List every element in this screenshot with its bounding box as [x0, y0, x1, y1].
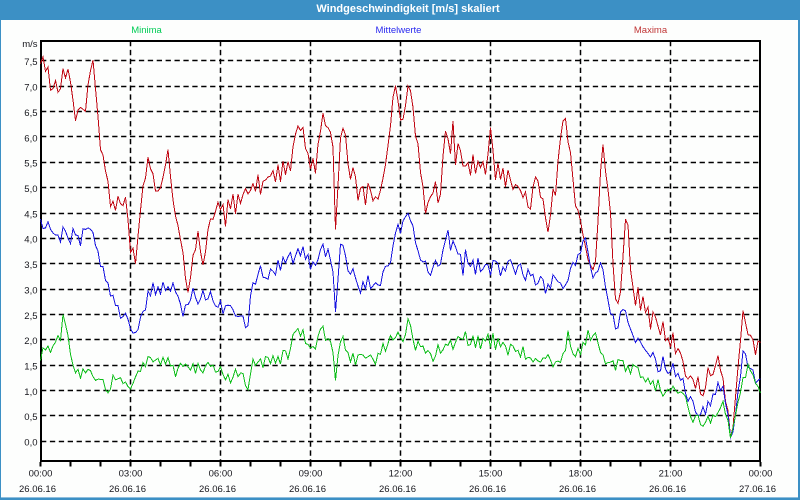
svg-text:4,0: 4,0: [24, 235, 37, 246]
svg-text:21:00: 21:00: [659, 469, 683, 480]
svg-text:26.06.16: 26.06.16: [289, 484, 326, 495]
svg-text:7,5: 7,5: [24, 57, 37, 68]
svg-text:3,5: 3,5: [24, 260, 37, 271]
svg-text:1,0: 1,0: [24, 387, 37, 398]
svg-text:26.06.16: 26.06.16: [199, 484, 236, 495]
svg-text:26.06.16: 26.06.16: [379, 484, 416, 495]
svg-text:6,5: 6,5: [24, 108, 37, 119]
svg-text:26.06.16: 26.06.16: [19, 484, 56, 495]
svg-text:4,5: 4,5: [24, 209, 37, 220]
svg-text:7,0: 7,0: [24, 83, 37, 94]
svg-text:2,0: 2,0: [24, 336, 37, 347]
svg-text:27.06.16: 27.06.16: [739, 484, 776, 495]
svg-text:15:00: 15:00: [479, 469, 503, 480]
svg-text:6,0: 6,0: [24, 133, 37, 144]
svg-text:2,5: 2,5: [24, 311, 37, 322]
svg-text:0,0: 0,0: [24, 438, 37, 449]
svg-text:3,0: 3,0: [24, 285, 37, 296]
svg-text:1,5: 1,5: [24, 362, 37, 373]
svg-text:m/s: m/s: [22, 39, 38, 50]
svg-text:00:00: 00:00: [749, 469, 773, 480]
svg-text:0,5: 0,5: [24, 412, 37, 423]
svg-text:06:00: 06:00: [209, 469, 233, 480]
svg-text:00:00: 00:00: [29, 469, 53, 480]
svg-text:26.06.16: 26.06.16: [649, 484, 686, 495]
svg-text:03:00: 03:00: [119, 469, 143, 480]
svg-text:12:00: 12:00: [389, 469, 413, 480]
svg-text:5,5: 5,5: [24, 159, 37, 170]
svg-text:18:00: 18:00: [569, 469, 593, 480]
svg-text:26.06.16: 26.06.16: [109, 484, 146, 495]
svg-text:5,0: 5,0: [24, 184, 37, 195]
svg-text:26.06.16: 26.06.16: [469, 484, 506, 495]
svg-text:26.06.16: 26.06.16: [559, 484, 596, 495]
svg-text:09:00: 09:00: [299, 469, 323, 480]
